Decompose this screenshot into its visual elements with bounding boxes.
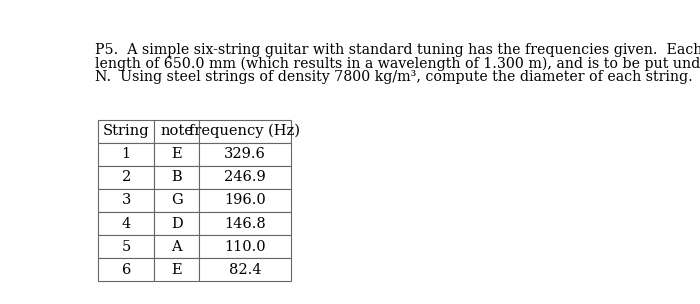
Bar [199,189,290,212]
Bar [154,258,199,281]
Bar [98,143,154,166]
Text: N.  Using steel strings of density 7800 kg/m³, compute the diameter of each stri: N. Using steel strings of density 7800 k… [95,70,693,85]
Text: E: E [172,147,182,161]
Bar [199,212,290,235]
Text: 246.9: 246.9 [224,170,266,185]
Text: 2: 2 [122,170,131,185]
Bar [154,143,199,166]
Text: length of 650.0 mm (which results in a wavelength of 1.300 m), and is to be put : length of 650.0 mm (which results in a w… [95,57,700,71]
Text: D: D [171,216,183,231]
Bar [199,120,290,143]
Bar [98,166,154,189]
Bar [154,212,199,235]
Text: 110.0: 110.0 [224,240,265,254]
Text: P5.  A simple six-string guitar with standard tuning has the frequencies given. : P5. A simple six-string guitar with stan… [95,43,700,57]
Text: 82.4: 82.4 [229,263,261,277]
Bar [154,166,199,189]
Text: G: G [171,193,183,208]
Text: 3: 3 [122,193,131,208]
Text: 146.8: 146.8 [224,216,266,231]
Bar [154,120,199,143]
Bar [154,189,199,212]
Bar [154,235,199,258]
Text: 4: 4 [122,216,131,231]
Text: A: A [172,240,182,254]
Text: 196.0: 196.0 [224,193,266,208]
Bar [199,258,290,281]
Text: 6: 6 [122,263,131,277]
Text: frequency (Hz): frequency (Hz) [189,124,300,138]
Text: E: E [172,263,182,277]
Text: 1: 1 [122,147,131,161]
Bar [98,120,154,143]
Bar [98,235,154,258]
Bar [98,189,154,212]
Text: 329.6: 329.6 [224,147,266,161]
Bar [98,258,154,281]
Bar [199,143,290,166]
Bar [199,166,290,189]
Text: String: String [103,124,150,138]
Bar [98,212,154,235]
Bar [199,235,290,258]
Text: 5: 5 [122,240,131,254]
Text: B: B [172,170,182,185]
Text: note: note [160,124,193,138]
